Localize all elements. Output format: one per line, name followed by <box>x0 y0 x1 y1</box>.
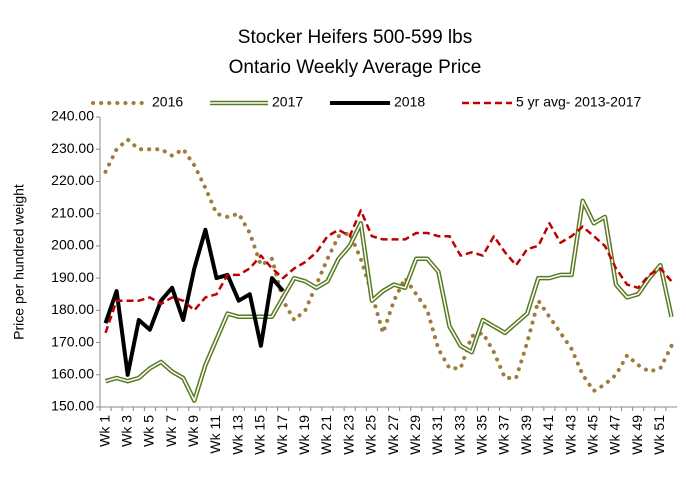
x-tick-label: Wk 9 <box>185 415 201 447</box>
x-tick-label: Wk 13 <box>229 415 245 455</box>
x-tick-label: Wk 21 <box>318 415 334 455</box>
series-line <box>103 227 285 377</box>
x-tick-label: Wk 43 <box>562 415 578 455</box>
x-tick-label: Wk 15 <box>252 415 268 455</box>
series-line <box>103 137 674 393</box>
x-tick-label: Wk 47 <box>607 415 623 455</box>
y-tick-label: 190.00 <box>51 269 94 285</box>
chart-title: Stocker Heifers 500-599 lbs <box>238 27 472 48</box>
y-axis-label: Price per hundred weight <box>11 184 27 340</box>
x-tick-label: Wk 27 <box>385 415 401 455</box>
x-tick-label: Wk 51 <box>651 415 667 455</box>
x-tick-label: Wk 41 <box>540 415 556 455</box>
x-tick-label: Wk 31 <box>429 415 445 455</box>
x-tick-label: Wk 25 <box>363 415 379 455</box>
x-tick-label: Wk 49 <box>629 415 645 455</box>
x-tick-label: Wk 11 <box>207 415 223 454</box>
x-tick-label: Wk 7 <box>163 415 179 447</box>
y-tick-label: 160.00 <box>51 365 94 381</box>
x-tick-label: Wk 3 <box>118 415 134 447</box>
x-tick-label: Wk 23 <box>340 415 356 455</box>
x-tick-label: Wk 19 <box>296 415 312 455</box>
x-tick-label: Wk 37 <box>496 415 512 455</box>
x-tick-label: Wk 17 <box>274 415 290 455</box>
legend-label: 2018 <box>394 94 425 110</box>
y-tick-label: 220.00 <box>51 172 94 188</box>
x-tick-label: Wk 35 <box>474 415 490 455</box>
x-tick-label: Wk 1 <box>96 415 112 447</box>
y-tick-label: 180.00 <box>51 301 94 317</box>
x-tick-label: Wk 5 <box>141 415 157 447</box>
legend-label: 5 yr avg- 2013-2017 <box>516 94 642 110</box>
x-tick-label: Wk 29 <box>407 415 423 455</box>
legend-label: 2017 <box>272 94 303 110</box>
y-tick-label: 170.00 <box>51 333 94 349</box>
legend-label: 2016 <box>152 94 183 110</box>
x-tick-label: Wk 33 <box>451 415 467 455</box>
y-tick-label: 210.00 <box>51 204 94 220</box>
series-line-inner <box>105 200 673 402</box>
y-tick-label: 200.00 <box>51 237 94 253</box>
y-tick-label: 230.00 <box>51 140 94 156</box>
y-tick-label: 150.00 <box>51 398 94 414</box>
chart-subtitle: Ontario Weekly Average Price <box>229 57 482 78</box>
x-tick-label: Wk 39 <box>518 415 534 455</box>
y-tick-label: 240.00 <box>51 108 94 124</box>
x-tick-label: Wk 45 <box>584 415 600 455</box>
